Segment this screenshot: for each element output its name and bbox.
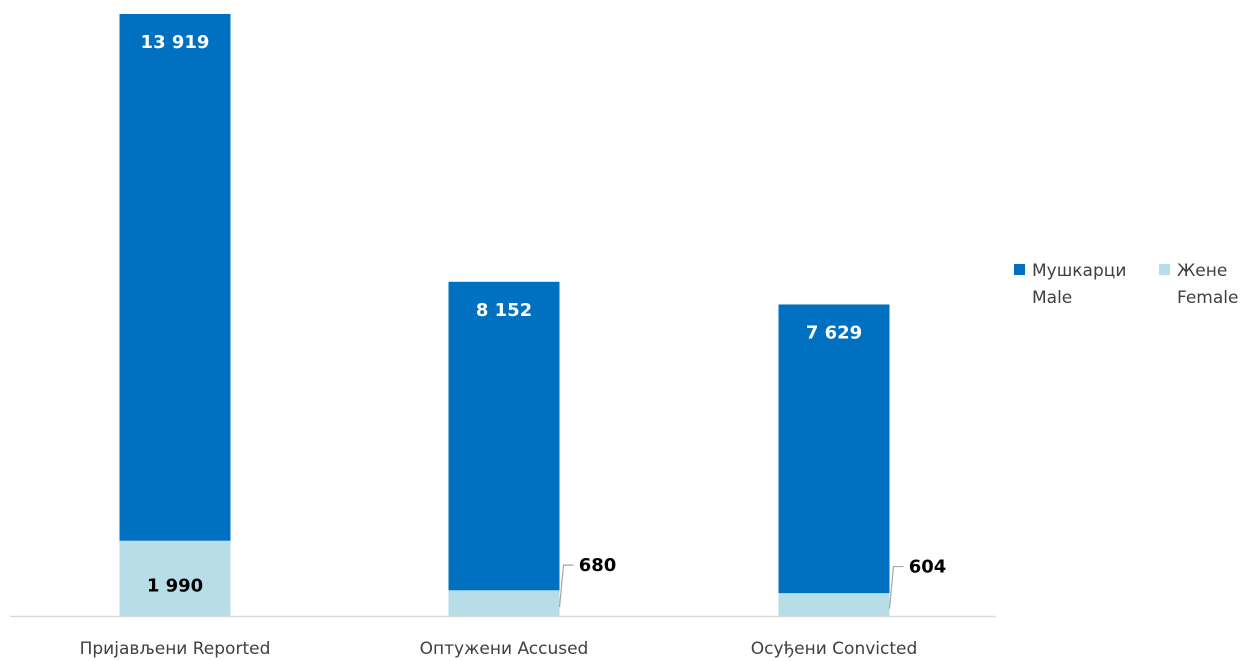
category-labels: Пријављени Reported Оптужени Accused Осуђе… [80,639,918,659]
category-label-1: Оптужени Accused [420,639,589,659]
legend-swatch-male [1014,264,1025,275]
leader-line-2 [888,565,904,609]
bar-male-0 [119,14,231,541]
legend: Мушкарци Male Жене Female [1014,261,1238,308]
category-label-2: Осуђени Convicted [751,639,918,659]
bars-group: 1 990 13 919 680 8 152 604 7 629 [119,14,947,616]
category-label-0: Пријављени Reported [80,639,271,659]
legend-swatch-female [1159,264,1170,275]
data-label-female-2: 604 [909,557,947,578]
leader-line-1 [558,564,574,608]
bar-female-1 [448,590,560,616]
data-label-male-0: 13 919 [141,32,210,53]
legend-label-female-1: Female [1177,288,1238,308]
legend-label-male-0: Мушкарци [1032,261,1126,281]
data-label-male-1: 8 152 [476,300,532,321]
bar-male-1 [448,281,560,591]
bar-female-0 [119,540,231,616]
legend-label-female-0: Жене [1177,261,1227,281]
bar-male-2 [778,304,890,594]
data-label-male-2: 7 629 [806,322,862,343]
data-label-female-0: 1 990 [147,575,203,596]
bar-female-2 [778,593,890,616]
legend-label-male-1: Male [1032,288,1072,308]
data-label-female-1: 680 [579,555,617,576]
